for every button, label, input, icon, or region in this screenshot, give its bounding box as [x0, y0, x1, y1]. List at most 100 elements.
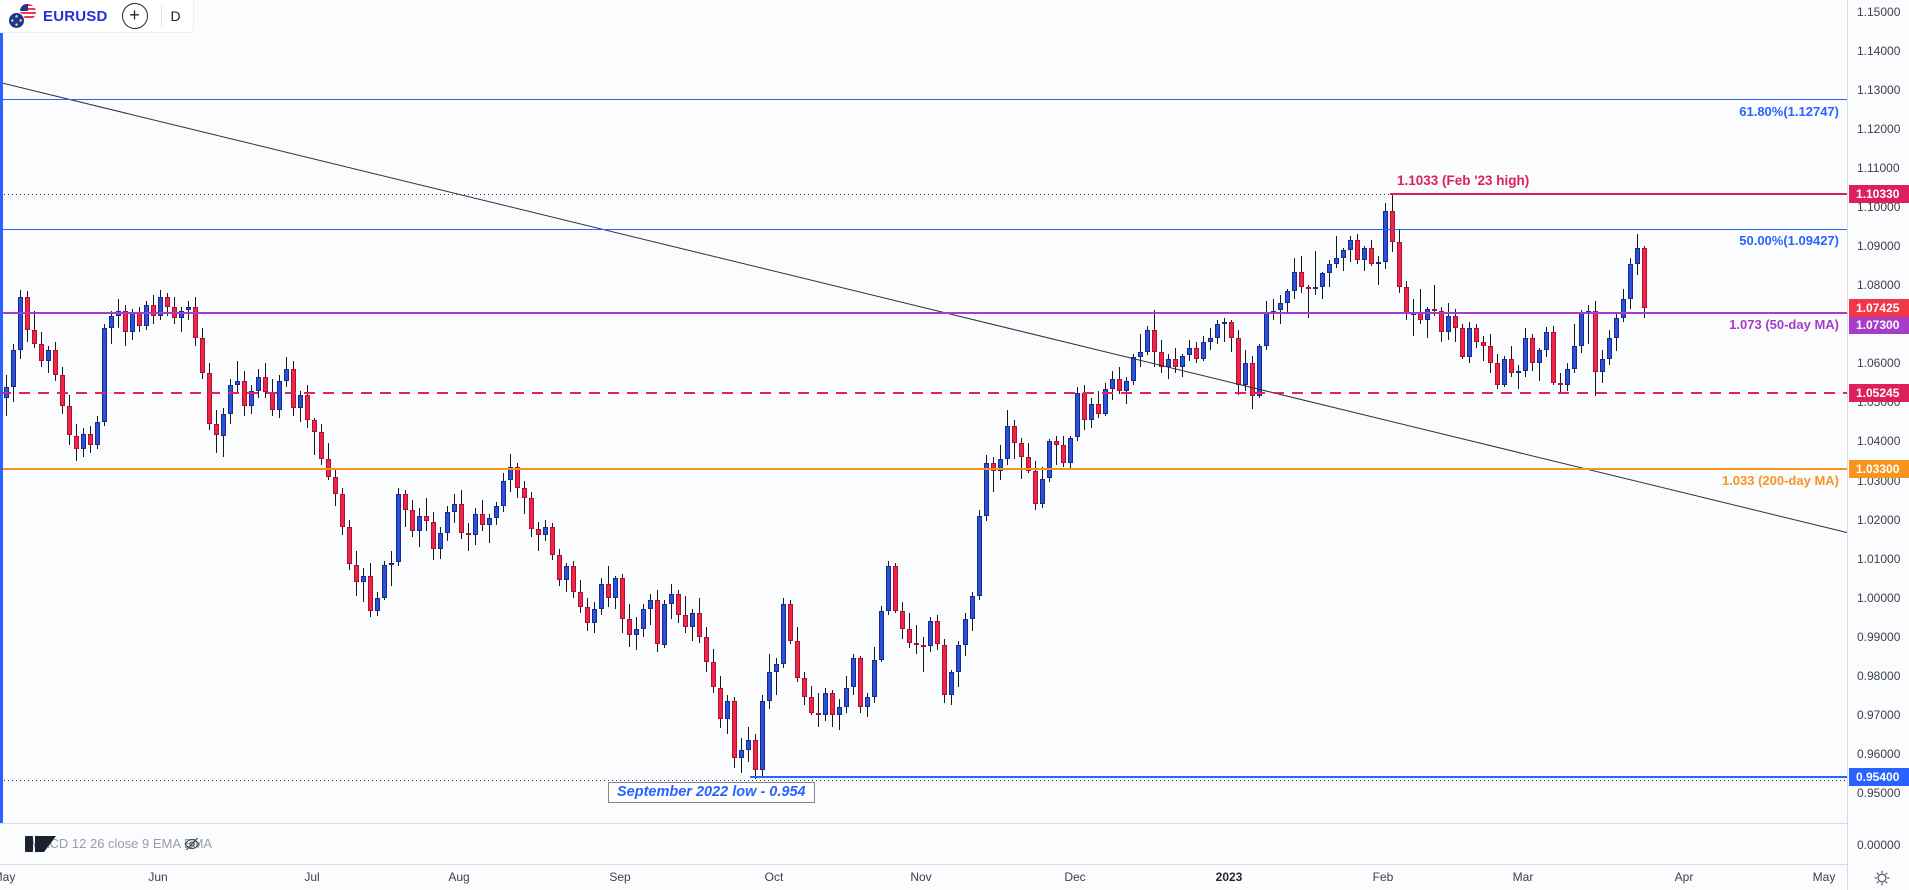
- eurusd-flags-icon: [8, 3, 36, 29]
- candle-body: [95, 421, 100, 446]
- candle-body: [753, 740, 758, 770]
- symbol-button[interactable]: EURUSD: [43, 7, 108, 25]
- candle-body: [270, 392, 275, 411]
- candle-body: [641, 609, 646, 629]
- candle-body: [109, 316, 114, 329]
- candle-body: [1467, 328, 1472, 358]
- text-annotation[interactable]: September 2022 low - 0.954: [608, 782, 815, 803]
- price-axis-badge: 1.10330: [1849, 185, 1909, 204]
- price-tick-label: 0.98000: [1857, 668, 1901, 683]
- sep-2022-low-line[interactable]: [750, 776, 1847, 779]
- candle-body: [1131, 357, 1136, 381]
- candle-body: [1628, 263, 1633, 299]
- candle-body: [872, 660, 877, 698]
- candle-body: [1551, 332, 1556, 383]
- price-axis[interactable]: 1.15000 1.14000 1.13000 1.12000 1.11000 1.100…: [1847, 0, 1909, 890]
- candle-body: [354, 564, 359, 583]
- candle-body: [1040, 478, 1045, 504]
- candle-body: [452, 503, 457, 512]
- candle-body: [1145, 330, 1150, 352]
- candle-body: [179, 310, 184, 319]
- candle-body: [1397, 242, 1402, 288]
- candle-body: [1369, 248, 1374, 264]
- left-edge-marker-line: [0, 33, 3, 823]
- high-dotted-extension-line[interactable]: [0, 193, 1390, 195]
- candle-wick: [1056, 435, 1057, 465]
- candle-body: [305, 394, 310, 420]
- candle-wick: [1224, 318, 1225, 342]
- price-axis-badge: 1.07425: [1849, 298, 1909, 317]
- candle-body: [235, 380, 240, 385]
- candle-wick: [1098, 390, 1099, 418]
- candle-body: [788, 603, 793, 641]
- low-dotted-line[interactable]: [0, 780, 1847, 782]
- candle-body: [1166, 359, 1171, 368]
- candle-body: [711, 662, 716, 688]
- price-tick-label: 0.95000: [1857, 786, 1901, 800]
- candle-wick: [489, 513, 490, 543]
- price-tick-label: 1.08000: [1857, 278, 1901, 293]
- candle-body: [18, 296, 23, 350]
- candle-body: [592, 609, 597, 624]
- toolbar-divider: [160, 5, 162, 27]
- candle-body: [1495, 363, 1500, 385]
- candle-body: [970, 595, 975, 620]
- indicator-title[interactable]: MACD 12 26 close 9 EMA EMA: [30, 836, 213, 851]
- fib-50-label: 50.00%(1.09427): [1739, 233, 1839, 249]
- candle-body: [130, 312, 135, 332]
- candle-body: [487, 517, 492, 526]
- candle-body: [1117, 378, 1122, 391]
- candle-body: [438, 533, 443, 549]
- candle-body: [774, 664, 779, 672]
- fib-50-line[interactable]: [0, 228, 1847, 230]
- candle-wick: [685, 595, 686, 633]
- ma-200-day-line[interactable]: [0, 467, 1847, 470]
- candle-body: [1292, 271, 1297, 291]
- feb23-high-line[interactable]: [1390, 193, 1847, 196]
- candle-body: [1159, 351, 1164, 368]
- candle-wick: [1483, 335, 1484, 362]
- time-tick-oct: Oct: [764, 870, 784, 884]
- candle-body: [1250, 363, 1255, 397]
- eye-hidden-icon[interactable]: [183, 835, 201, 853]
- candle-body: [1033, 470, 1038, 504]
- interval-button[interactable]: D: [170, 8, 181, 24]
- time-axis[interactable]: May Jun Jul Aug Sep Oct Nov Dec 2023 Feb Mar Apr May: [0, 865, 1847, 890]
- candle-body: [1544, 332, 1549, 350]
- candle-body: [1061, 445, 1066, 463]
- candle-wick: [1427, 306, 1428, 338]
- candle-body: [298, 394, 303, 409]
- descending-trendline[interactable]: [0, 82, 1847, 533]
- candle-body: [1019, 443, 1024, 458]
- gear-icon[interactable]: [1873, 869, 1891, 887]
- candle-body: [284, 369, 289, 381]
- support-105245-line[interactable]: [0, 391, 1847, 394]
- price-tick-label: 1.12000: [1857, 121, 1901, 136]
- candle-body: [1635, 248, 1640, 264]
- candle-body: [956, 644, 961, 672]
- ma-50-day-line[interactable]: [0, 311, 1847, 314]
- chart-plot-area[interactable]: 61.80%(1.12747) 1.1033 (Feb '23 high) 50.0…: [0, 0, 1847, 823]
- candle-body: [1404, 287, 1409, 315]
- candle-body: [375, 597, 380, 612]
- time-tick-jul: Jul: [304, 870, 320, 884]
- candle-body: [1509, 359, 1514, 374]
- candle-body: [900, 611, 905, 629]
- candle-body: [837, 707, 842, 715]
- time-tick-mar: Mar: [1512, 870, 1534, 884]
- candle-body: [256, 376, 261, 391]
- candle-body: [1530, 337, 1535, 364]
- candle-wick: [426, 498, 427, 532]
- candle-body: [648, 599, 653, 610]
- candle-body: [732, 701, 737, 758]
- candle-body: [1229, 322, 1234, 338]
- candle-body: [543, 527, 548, 536]
- candle-body: [1334, 257, 1339, 264]
- candle-body: [830, 693, 835, 715]
- candle-body: [1418, 312, 1423, 321]
- candle-body: [347, 527, 352, 565]
- fib-618-label: 61.80%(1.12747): [1739, 103, 1839, 119]
- candle-body: [333, 476, 338, 495]
- compare-add-symbol-button[interactable]: +: [121, 3, 148, 29]
- fib-618-line[interactable]: [0, 99, 1847, 101]
